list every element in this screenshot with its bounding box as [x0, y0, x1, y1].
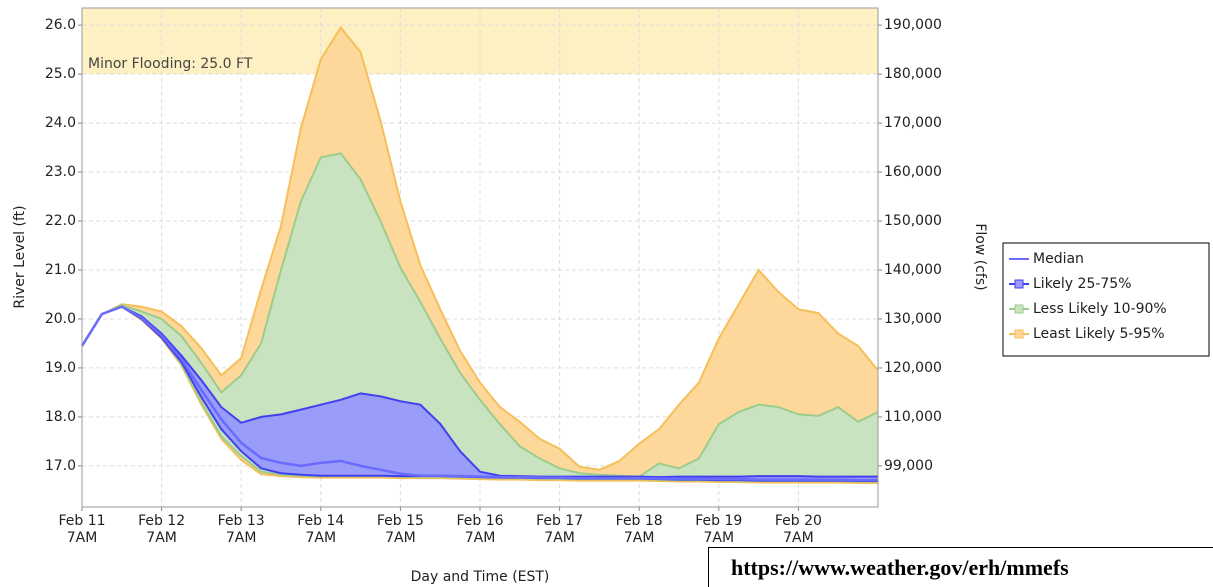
y-tick-label: 20.0	[45, 311, 76, 327]
y-tick-label: 18.0	[45, 409, 76, 425]
x-tick-label: Feb 12 7AM	[138, 513, 186, 546]
source-box: https://www.weather.gov/erh/mmefs	[708, 547, 1213, 587]
band-area	[82, 306, 878, 481]
legend-label: Least Likely 5-95%	[1033, 326, 1165, 342]
band-lower-line	[81, 305, 878, 484]
plot-frame	[81, 7, 879, 508]
x-axis-label: Day and Time (EST)	[411, 569, 550, 585]
x-tick-label: Feb 13 7AM	[217, 513, 265, 546]
legend-label: Likely 25-75%	[1033, 276, 1132, 292]
y-tick-label: 24.0	[45, 115, 76, 131]
y2-tick-label: 150,000	[884, 213, 942, 229]
legend-swatch-box	[1014, 279, 1024, 289]
y-tick-label: 23.0	[45, 164, 76, 180]
y2-tick-label: 140,000	[884, 262, 942, 278]
band-area	[82, 153, 878, 482]
y2-axis-label: Flow (cfs)	[972, 223, 988, 290]
legend-swatch-box	[1014, 304, 1024, 314]
y-tick-label: 21.0	[45, 262, 76, 278]
x-tick-label: Feb 15 7AM	[376, 513, 424, 546]
y2-tick-label: 160,000	[884, 164, 942, 180]
band-upper-line	[81, 152, 879, 478]
y2-tick-label: 120,000	[884, 360, 942, 376]
legend-box	[1002, 242, 1210, 357]
x-tick-label: Feb 16 7AM	[456, 513, 504, 546]
x-tick-label: Feb 17 7AM	[536, 513, 584, 546]
x-tick-label: Feb 11 7AM	[58, 513, 106, 546]
y2-tick-label: 190,000	[884, 17, 942, 33]
source-url: https://www.weather.gov/erh/mmefs	[731, 555, 1069, 580]
flood-band	[82, 8, 878, 75]
y-tick-label: 17.0	[45, 458, 76, 474]
y2-tick-label: 130,000	[884, 311, 942, 327]
y-tick-label: 25.0	[45, 66, 76, 82]
x-tick-label: Feb 19 7AM	[695, 513, 743, 546]
x-tick-label: Feb 14 7AM	[297, 513, 345, 546]
y2-tick-label: 110,000	[884, 409, 942, 425]
median-line	[80, 305, 878, 482]
band-upper-line	[81, 25, 879, 471]
y-tick-label: 19.0	[45, 360, 76, 376]
y-tick-label: 22.0	[45, 213, 76, 229]
legend-swatch-box	[1014, 329, 1024, 339]
y-axis-label: River Level (ft)	[12, 205, 28, 308]
legend-label: Less Likely 10-90%	[1033, 301, 1167, 317]
y2-tick-label: 99,000	[884, 458, 933, 474]
flood-label: Minor Flooding: 25.0 FT	[88, 56, 253, 72]
x-tick-label: Feb 20 7AM	[774, 513, 822, 546]
y-tick-label: 26.0	[45, 17, 76, 33]
band-upper-line	[81, 305, 878, 479]
x-tick-label: Feb 18 7AM	[615, 513, 663, 546]
legend-label: Median	[1033, 251, 1084, 267]
y2-tick-label: 180,000	[884, 66, 942, 82]
y2-tick-label: 170,000	[884, 115, 942, 131]
